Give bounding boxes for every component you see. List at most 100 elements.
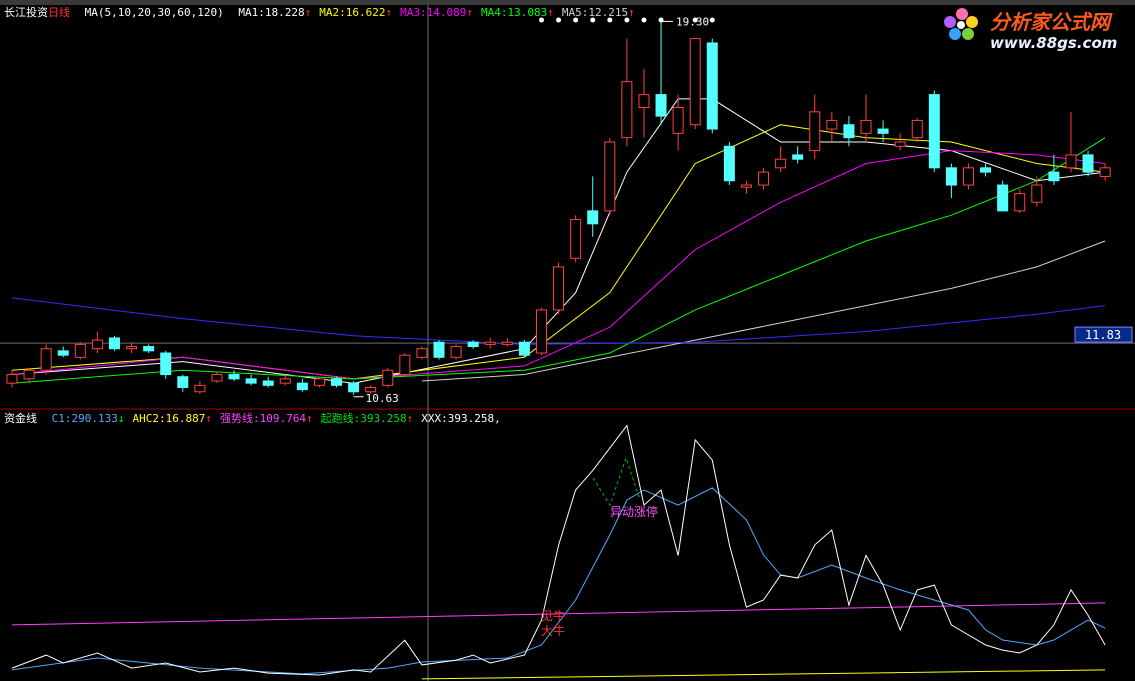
logo-name: 分析家公式网 (990, 10, 1110, 34)
series-line (11, 150, 1106, 380)
signal-star (556, 17, 562, 23)
candle-body (245, 378, 257, 384)
ma-readout: 12.215 (588, 6, 629, 19)
candle-body (177, 376, 189, 388)
indicator-title: 资金线 (4, 412, 37, 425)
candle-body (57, 350, 69, 356)
indicator-readout: 393.258 (360, 412, 407, 425)
candle-body (758, 171, 770, 186)
candle-body (1065, 154, 1077, 169)
signal-star (573, 17, 579, 23)
indicator-name: XXX: (421, 412, 448, 425)
ma-arrow: ↑ (547, 6, 554, 19)
signal-star (607, 17, 613, 23)
series-line (11, 602, 1106, 626)
candle-body (740, 184, 752, 188)
candle-body (348, 382, 360, 393)
series-line (11, 124, 1106, 380)
candle-body (604, 141, 616, 212)
indicator-arrow: , (494, 412, 501, 425)
indicator-arrow: ↑ (305, 412, 313, 425)
candle-body (809, 111, 821, 152)
candle-body (501, 341, 513, 345)
candle-body (1014, 193, 1026, 212)
candle-body (775, 158, 787, 169)
candle-body (962, 167, 974, 186)
candle-body (553, 266, 565, 311)
candle-body (792, 154, 804, 160)
candle-body (23, 369, 35, 380)
candle-body (1082, 154, 1094, 173)
ma-name: MA4: (480, 6, 508, 19)
candle-body (1048, 171, 1060, 182)
candle-body (211, 374, 223, 382)
candle-body (706, 42, 718, 130)
ma-name: MA1: (238, 6, 265, 19)
high-label: 19.30 (676, 15, 709, 28)
last-price-box (1074, 326, 1133, 343)
ma-params: MA(5,10,20,30,60,120) (84, 6, 224, 19)
signal-star (641, 17, 647, 23)
signal-star (692, 17, 698, 23)
candle-body (416, 348, 428, 358)
candle-body (194, 384, 206, 393)
candle-body (980, 167, 992, 173)
indicator-arrow: ↑ (205, 412, 212, 425)
period: 日线 (48, 6, 70, 19)
ma-name: MA3: (400, 6, 427, 19)
candle-body (621, 81, 633, 139)
candle-body (484, 341, 496, 345)
candle-body (160, 352, 172, 376)
indicator-name: C1: (51, 412, 72, 425)
candle-body (382, 369, 394, 386)
candle-body (91, 339, 103, 350)
candle-body (331, 378, 343, 386)
indicator-arrow: ↑ (406, 412, 414, 425)
candle-body (911, 119, 923, 139)
candle-body (945, 167, 957, 186)
candle-body (40, 348, 52, 371)
ma-name: MA5: (561, 6, 589, 19)
series-line (11, 137, 1106, 384)
toolbar-strip (0, 0, 1135, 5)
ma-readout: 16.622 (345, 6, 386, 19)
stock-name: 长江投资 (4, 6, 48, 19)
candle-body (228, 374, 240, 380)
ma-readout: 14.089 (426, 6, 467, 19)
candle-body (655, 94, 667, 117)
ma-arrow: ↑ (628, 6, 635, 19)
candle-body (826, 119, 838, 130)
signal-star (538, 17, 544, 23)
ma-readout: 18.228 (264, 6, 305, 19)
indicator-readout: 109.764 (259, 412, 306, 425)
signal-star (709, 17, 715, 23)
candle-body (587, 210, 599, 225)
candle-body (6, 374, 18, 384)
indicator-header: 资金线 C1:290.133↓ AHC2:16.887↑ 强势线:109.764↑ 起… (4, 410, 501, 426)
indicator-readout: 290.133 (71, 412, 118, 425)
signal-star (658, 17, 664, 23)
ma-name: MA2: (319, 6, 346, 19)
candle-body (399, 354, 411, 376)
candle-body (997, 184, 1009, 212)
candle-body (450, 346, 462, 358)
candle-body (296, 382, 308, 391)
indicator-readout: 393.258 (447, 412, 495, 425)
candle-body (570, 218, 582, 259)
candle-body (126, 346, 138, 350)
ma-readout: 13.083 (507, 6, 548, 19)
logo-icon (944, 8, 978, 40)
candle-body (467, 341, 479, 348)
candle-body (877, 128, 889, 134)
price-header: 长江投资日线 MA(5,10,20,30,60,120) MA1:18.228 ↑… (4, 4, 635, 20)
series-line (11, 424, 1106, 676)
signal-star (624, 17, 630, 23)
indicator-name: 起跑线: (320, 412, 361, 425)
candle-body (689, 38, 701, 126)
candle-body (262, 380, 274, 386)
indicator-arrow: ↓ (117, 412, 125, 425)
candle-body (433, 341, 445, 358)
signal-star (590, 17, 596, 23)
series-line (11, 297, 1106, 345)
